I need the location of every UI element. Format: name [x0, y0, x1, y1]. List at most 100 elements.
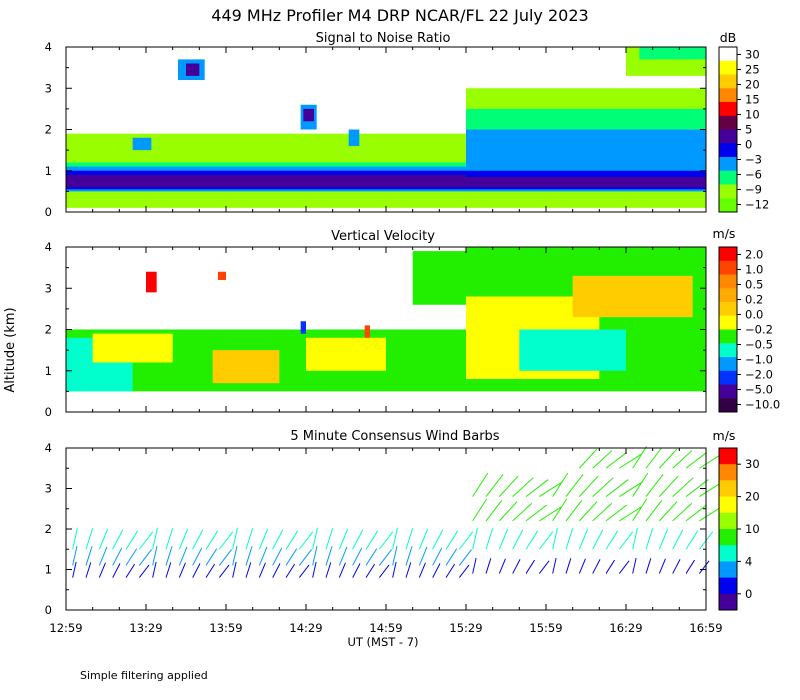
wind-barb [178, 546, 188, 566]
wind-barb [498, 528, 509, 550]
wind-barb [672, 559, 681, 574]
wind-barb [485, 474, 504, 497]
wind-barb [165, 528, 174, 550]
data-cell [92, 333, 173, 363]
wind-barb [685, 452, 707, 469]
wind-barb [138, 549, 152, 566]
wind-barb [245, 562, 252, 578]
wind-barb [232, 545, 238, 566]
wind-barb [645, 447, 663, 469]
wind-barb [285, 548, 298, 566]
wind-barb [619, 453, 642, 469]
x-tick-label: 13:29 [129, 621, 162, 635]
velocity-units-label: m/s [713, 226, 736, 241]
y-tick-label: 4 [45, 441, 52, 455]
y-tick-label: 0 [45, 603, 52, 617]
wind-barb [592, 559, 601, 574]
wind-barb [472, 527, 478, 550]
wind-barb [645, 474, 664, 497]
colorbar-label: −6 [745, 168, 762, 182]
wind-barb [392, 561, 397, 578]
x-tick-label: 15:59 [529, 621, 562, 635]
wind-barb [138, 531, 154, 550]
colorbar-label: 0.0 [745, 308, 763, 322]
wind-barb [658, 501, 678, 522]
wind-barb [592, 502, 613, 522]
wind-barb [685, 504, 707, 522]
snr-heatmap [66, 47, 706, 208]
wind-barb [512, 559, 521, 574]
wind-barb [98, 528, 109, 550]
wind-barb [632, 472, 649, 497]
wind-barb [632, 498, 648, 522]
wind-barb [685, 479, 709, 497]
data-cell [212, 350, 280, 384]
velocity-panel: Vertical Velocity m/s 0 1 2 3 4 2.01.00.50.2… [45, 226, 781, 419]
wind-barb [245, 528, 254, 550]
wind-barb [325, 528, 334, 550]
y-tick-label: 3 [45, 482, 52, 496]
plot-frame [65, 447, 707, 611]
wind-barb [645, 528, 654, 550]
wind-barb [325, 546, 333, 566]
snr-axes: 0 1 2 3 4 [45, 40, 707, 219]
colorbar-segment [719, 329, 737, 344]
data-cell [348, 129, 360, 146]
wind-barb [192, 547, 203, 566]
wind-barb [85, 546, 93, 566]
colorbar-segment [719, 464, 737, 481]
colorbar-segment [719, 47, 737, 62]
x-tick-label: 13:59 [209, 621, 242, 635]
wind-barb [672, 450, 693, 469]
wind-barb [98, 546, 108, 566]
colorbar-label: −1.0 [745, 353, 773, 367]
wind-barb [418, 546, 428, 566]
wind-barb [525, 504, 547, 522]
colorbar-segment [719, 247, 737, 262]
wind-barb [485, 528, 494, 550]
wind-barb [685, 530, 699, 550]
colorbar-label: −9 [745, 183, 762, 197]
filter-footnote: Simple filtering applied [80, 669, 208, 682]
wind-barb [498, 558, 506, 574]
y-tick-label: 3 [45, 281, 52, 295]
colorbar-segment [719, 384, 737, 399]
wind-barb [552, 472, 569, 497]
colorbar-segment [719, 143, 737, 158]
colorbar-segment [719, 512, 737, 530]
data-cell [519, 329, 626, 371]
y-tick-label: 2 [45, 323, 52, 337]
wind-barb [272, 563, 281, 578]
wind-barb [458, 564, 470, 578]
colorbar-segment [719, 398, 737, 413]
colorbar-segment [719, 315, 737, 330]
colorbar-segment [719, 115, 737, 130]
wind-barb [512, 502, 533, 522]
wind-barb [338, 546, 348, 566]
colorbar-segment [719, 184, 737, 199]
data-cell [132, 137, 152, 151]
colorbar-segment [719, 260, 737, 275]
wind-barb [592, 529, 604, 550]
colorbar-label: 0 [745, 138, 752, 152]
wind-barb [272, 547, 283, 566]
wind-barbs [72, 446, 724, 578]
wind-barb [298, 549, 312, 566]
wind-barb [699, 453, 722, 469]
wind-barb [352, 529, 364, 550]
wind-barb [72, 545, 78, 566]
wind-barb [645, 499, 663, 522]
wind-barb [165, 546, 173, 566]
wind-barb [498, 475, 519, 497]
wind-barb [578, 475, 599, 497]
wind-colorbar: 30 20 10 4 0 [718, 447, 760, 611]
wind-barb [378, 531, 394, 550]
wind-barb [458, 549, 472, 566]
colorbar-segment [719, 102, 737, 117]
wind-barb [552, 498, 568, 522]
wind-barb-panel: 5 Minute Consensus Wind Barbs m/s 01234 … [45, 428, 760, 617]
y-tick-label: 2 [45, 123, 52, 137]
wind-barb [152, 527, 158, 550]
wind-barb [352, 547, 363, 566]
